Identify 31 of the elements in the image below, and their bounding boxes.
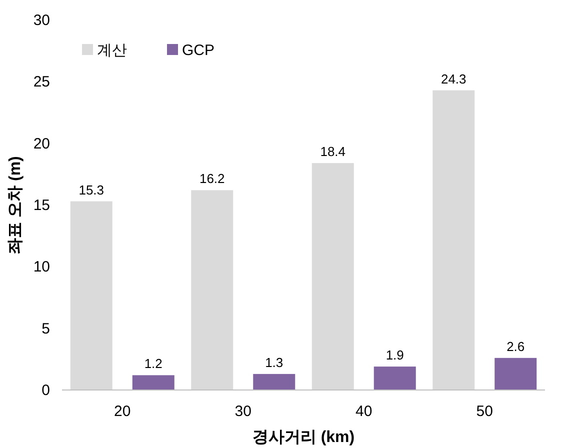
x-tick-label: 30 [234, 403, 252, 420]
data-label: 16.2 [199, 171, 225, 186]
x-tick-label: 20 [114, 403, 131, 420]
y-tick-label: 0 [42, 382, 50, 399]
data-label: 1.3 [265, 354, 284, 370]
y-tick-label: 5 [42, 320, 50, 338]
bar [312, 163, 354, 390]
legend-label: GCP [182, 42, 215, 59]
y-tick-label: 30 [33, 12, 50, 29]
bar [374, 366, 416, 390]
x-tick-label: 40 [356, 403, 372, 420]
y-tick-label: 25 [33, 74, 50, 91]
data-label: 1.2 [144, 356, 162, 372]
bar [70, 201, 112, 390]
data-label: 2.6 [506, 338, 525, 354]
bar [132, 375, 174, 390]
bar [191, 190, 234, 390]
y-tick-label: 10 [33, 258, 50, 276]
data-label: 15.3 [78, 182, 104, 198]
data-label: 24.3 [440, 71, 466, 86]
legend-label: 계산 [97, 42, 127, 59]
y-tick-label: 20 [33, 135, 50, 152]
x-tick-label: 50 [476, 403, 493, 420]
bar [494, 358, 537, 390]
y-tick-label: 15 [33, 197, 50, 214]
y-axis-title: 좌표 오차 (m) [7, 156, 24, 254]
data-label: 1.9 [386, 348, 404, 363]
bar [432, 90, 475, 390]
data-label: 18.4 [320, 144, 346, 160]
bar [253, 374, 296, 390]
x-axis-title: 경사거리 (km) [252, 429, 355, 446]
